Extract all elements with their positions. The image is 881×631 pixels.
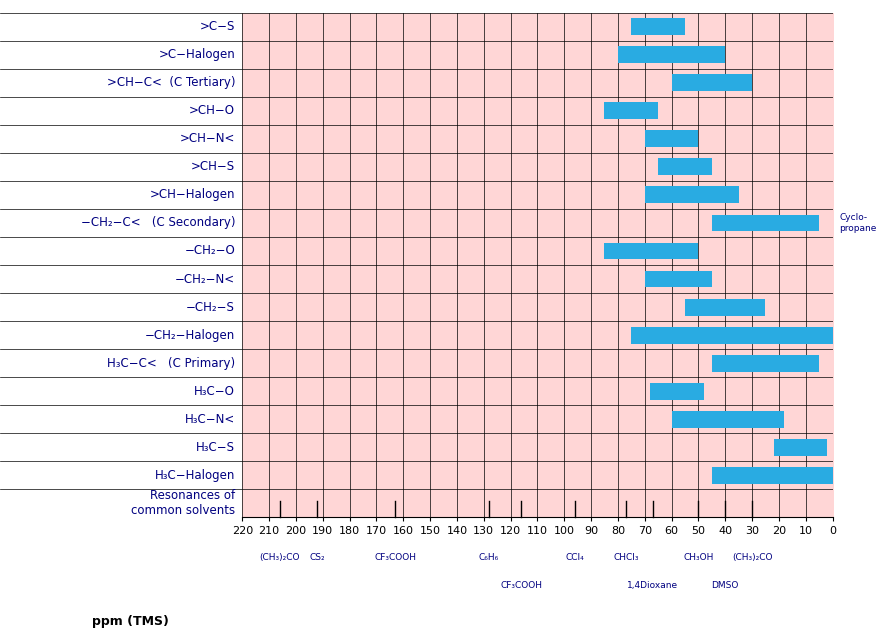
- Text: 1,4Dioxane: 1,4Dioxane: [627, 581, 678, 589]
- Text: (CH₃)₂CO: (CH₃)₂CO: [260, 553, 300, 562]
- Text: −CH₂−Halogen: −CH₂−Halogen: [144, 329, 235, 341]
- Text: −CH₂−C<   (C Secondary): −CH₂−C< (C Secondary): [80, 216, 235, 230]
- Text: CF₃COOH: CF₃COOH: [500, 581, 543, 589]
- Text: −CH₂−S: −CH₂−S: [186, 300, 235, 314]
- Bar: [618, 46, 725, 63]
- Text: CHCl₃: CHCl₃: [613, 553, 639, 562]
- Text: DMSO: DMSO: [712, 581, 739, 589]
- Text: >C−Halogen: >C−Halogen: [159, 48, 235, 61]
- Text: >CH−Halogen: >CH−Halogen: [150, 189, 235, 201]
- Bar: [712, 467, 833, 484]
- Text: >C−S: >C−S: [200, 20, 235, 33]
- Text: −CH₂−O: −CH₂−O: [184, 244, 235, 257]
- Text: H₃C−S: H₃C−S: [196, 441, 235, 454]
- Bar: [650, 383, 704, 399]
- Bar: [632, 327, 833, 343]
- Bar: [645, 131, 699, 147]
- Text: CS₂: CS₂: [309, 553, 325, 562]
- Text: H₃C−N<: H₃C−N<: [185, 413, 235, 426]
- Text: H₃C−C<   (C Primary): H₃C−C< (C Primary): [107, 357, 235, 370]
- Text: Resonances of
common solvents: Resonances of common solvents: [131, 490, 235, 517]
- Text: >CH−N<: >CH−N<: [180, 133, 235, 145]
- Text: (CH₃)₂CO: (CH₃)₂CO: [732, 553, 773, 562]
- Text: −CH₂−N<: −CH₂−N<: [175, 273, 235, 286]
- Text: C₆H₆: C₆H₆: [479, 553, 500, 562]
- Text: ppm (TMS): ppm (TMS): [92, 615, 168, 628]
- Text: Cyclo-
propane: Cyclo- propane: [840, 213, 877, 233]
- Bar: [658, 158, 712, 175]
- Bar: [632, 18, 685, 35]
- Text: CH₃OH: CH₃OH: [683, 553, 714, 562]
- Text: >CH−O: >CH−O: [189, 104, 235, 117]
- Text: CCl₄: CCl₄: [566, 553, 584, 562]
- Bar: [604, 102, 658, 119]
- Bar: [774, 439, 827, 456]
- Bar: [685, 298, 766, 316]
- Bar: [604, 242, 699, 259]
- Bar: [671, 411, 784, 428]
- Bar: [645, 271, 712, 288]
- Text: >CH−C<  (C Tertiary): >CH−C< (C Tertiary): [107, 76, 235, 89]
- Text: H₃C−O: H₃C−O: [194, 385, 235, 398]
- Bar: [671, 74, 752, 91]
- Bar: [712, 355, 819, 372]
- Bar: [712, 215, 819, 232]
- Text: CF₃COOH: CF₃COOH: [374, 553, 416, 562]
- Bar: [645, 187, 738, 203]
- Text: H₃C−Halogen: H₃C−Halogen: [155, 469, 235, 482]
- Text: >CH−S: >CH−S: [191, 160, 235, 174]
